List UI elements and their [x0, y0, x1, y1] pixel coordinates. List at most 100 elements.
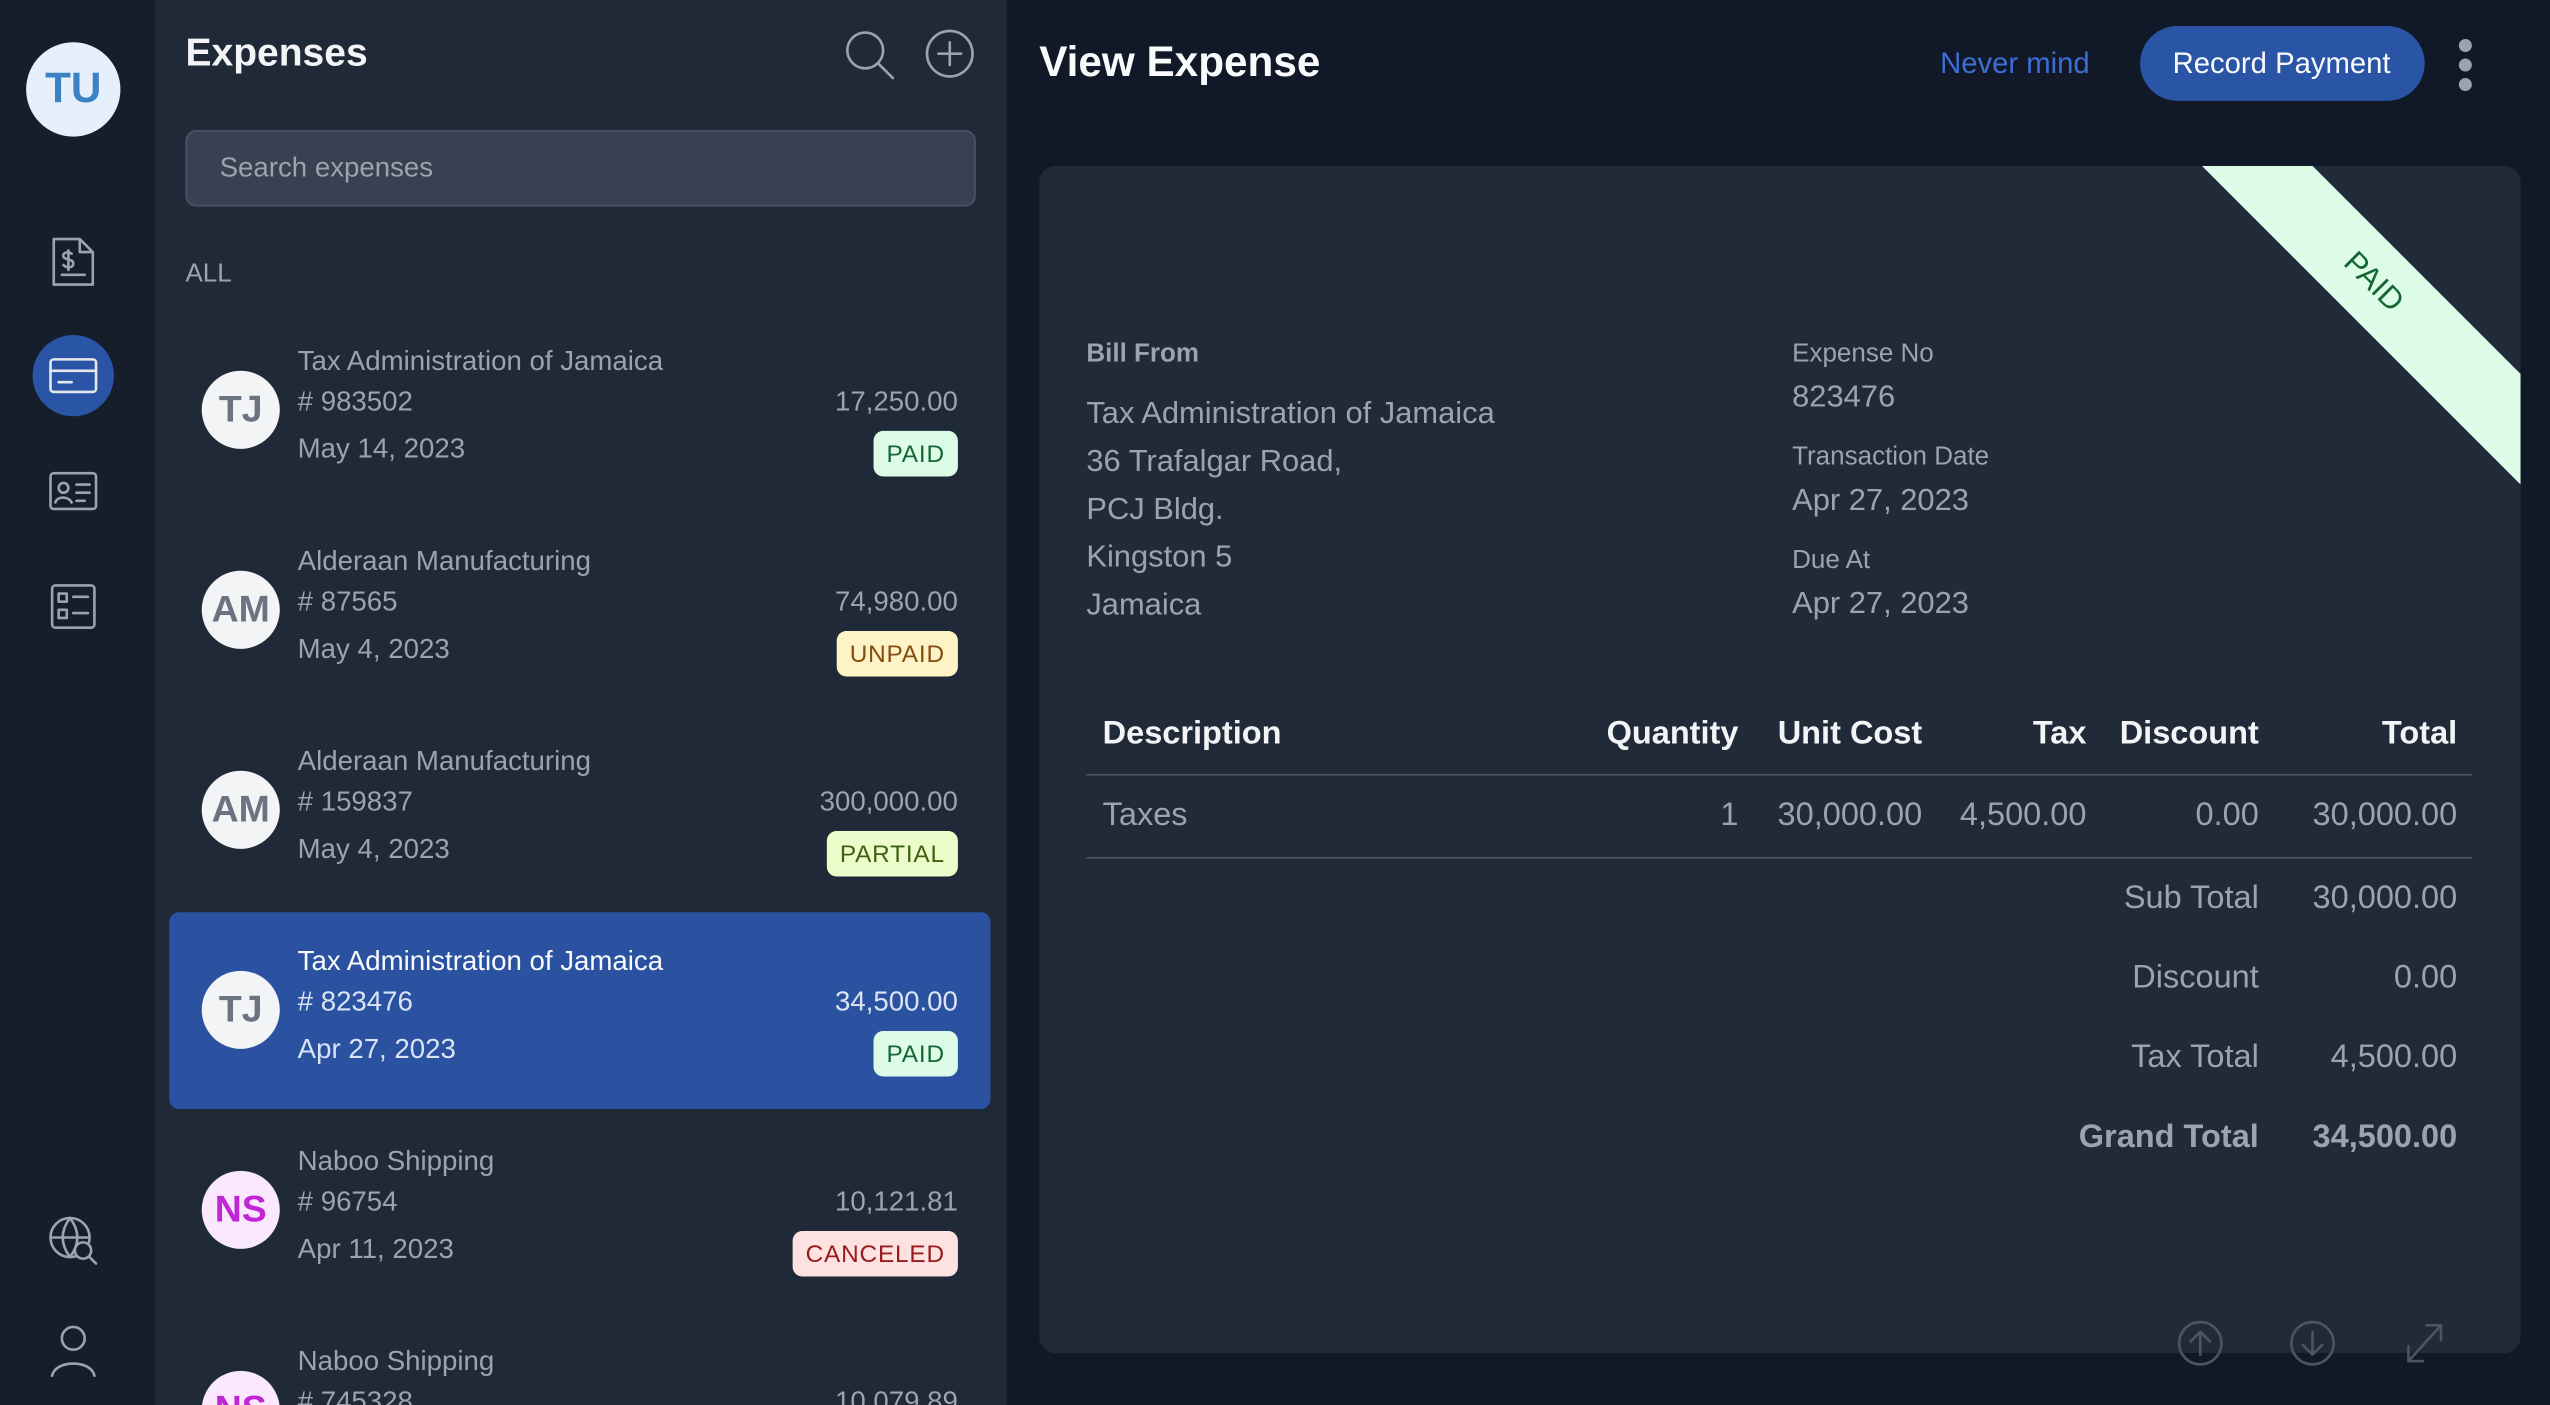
- list-panel: [154, 0, 1007, 1405]
- item-amount: 300,000.00: [820, 786, 958, 817]
- nav-rail: [0, 0, 155, 1405]
- detail-title: View Expense: [1039, 38, 1320, 85]
- item-number: # 983502: [298, 386, 413, 417]
- item-number: # 823476: [298, 986, 413, 1017]
- expense-item[interactable]: TJ Tax Administration of Jamaica # 823476 3…: [169, 912, 991, 1110]
- record-payment-button[interactable]: [2140, 26, 2425, 101]
- item-amount: 34,500.00: [835, 986, 958, 1017]
- meta-label: Expense No: [1792, 337, 1934, 367]
- more-menu[interactable]: [2458, 39, 2472, 92]
- table-cell: 1: [1720, 796, 1738, 832]
- bill-from-line: PCJ Bldg.: [1086, 491, 1223, 526]
- item-amount: 10,121.81: [835, 1186, 958, 1217]
- bill-from-label: Bill From: [1086, 337, 1199, 367]
- expense-item[interactable]: TJ Tax Administration of Jamaica # 983502 1…: [201, 345, 958, 477]
- status-label: UNPAID: [850, 641, 945, 668]
- nav-profile[interactable]: [50, 1325, 96, 1378]
- item-initials: TJ: [219, 987, 263, 1029]
- table-header: Tax: [2033, 715, 2087, 751]
- item-avatar: [201, 570, 280, 649]
- user-avatar[interactable]: [26, 42, 121, 137]
- nav-globe[interactable]: [49, 1216, 98, 1265]
- list-title: Expenses: [185, 32, 367, 75]
- status-label: PARTIAL: [840, 841, 945, 868]
- table-header: Quantity: [1607, 715, 1739, 751]
- expense-item[interactable]: NS Naboo Shipping # 745328 10,079.89: [202, 1345, 958, 1405]
- meta-label: Transaction Date: [1792, 441, 1989, 471]
- item-date: Apr 11, 2023: [298, 1233, 454, 1264]
- search-button[interactable]: [846, 31, 895, 80]
- meta-value: Apr 27, 2023: [1792, 482, 1969, 517]
- meta-value: 823476: [1792, 379, 1895, 414]
- item-name: Naboo Shipping: [298, 1345, 495, 1376]
- item-date: May 4, 2023: [298, 833, 450, 864]
- item-amount: 17,250.00: [835, 386, 958, 417]
- total-value: 34,500.00: [2313, 1118, 2458, 1154]
- item-initials: AM: [212, 787, 270, 829]
- item-avatar: [202, 1370, 280, 1405]
- status-label: PAID: [887, 441, 945, 468]
- item-number: # 745328: [298, 1386, 413, 1405]
- bill-from-line: Jamaica: [1086, 587, 1202, 622]
- table-cell: Taxes: [1103, 796, 1188, 832]
- item-amount: 10,079.89: [835, 1386, 958, 1405]
- item-number: # 96754: [298, 1186, 398, 1217]
- total-value: 30,000.00: [2313, 879, 2458, 915]
- item-name: Tax Administration of Jamaica: [298, 345, 664, 376]
- item-name: Tax Administration of Jamaica: [298, 945, 664, 976]
- add-button[interactable]: [925, 29, 974, 78]
- meta-value: Apr 27, 2023: [1792, 585, 1969, 620]
- status-label: CANCELED: [806, 1241, 945, 1268]
- item-avatar: [201, 970, 280, 1049]
- total-value: 0.00: [2394, 959, 2457, 995]
- bill-from-line: Tax Administration of Jamaica: [1086, 395, 1495, 430]
- item-initials: NS: [215, 1187, 267, 1229]
- table-header: Description: [1103, 715, 1282, 751]
- status-label: PAID: [887, 1041, 945, 1068]
- item-amount: 74,980.00: [835, 586, 958, 617]
- footer-actions: [2177, 1320, 2443, 1366]
- nav-invoices[interactable]: [52, 237, 95, 286]
- status-badge: [792, 1231, 958, 1277]
- status-badge: [873, 1030, 958, 1077]
- search-placeholder: Search expenses: [220, 151, 433, 182]
- cancel-button[interactable]: Never mind: [1940, 48, 2090, 80]
- search-input[interactable]: [185, 130, 976, 207]
- item-name: Naboo Shipping: [298, 1145, 495, 1176]
- item-name: Alderaan Manufacturing: [298, 745, 591, 776]
- bill-from-line: 36 Trafalgar Road,: [1086, 443, 1342, 478]
- expense-item[interactable]: NS Naboo Shipping # 96754 10,121.81 Apr 11, …: [201, 1145, 958, 1277]
- table-header: Discount: [2120, 715, 2259, 751]
- user-initials: TU: [45, 64, 101, 111]
- expense-item[interactable]: AM Alderaan Manufacturing # 159837 300,000.…: [201, 745, 958, 877]
- item-name: Alderaan Manufacturing: [298, 545, 591, 576]
- table-cell: 4,500.00: [1960, 796, 2087, 832]
- item-date: Apr 27, 2023: [298, 1033, 456, 1064]
- total-label: Sub Total: [2124, 879, 2259, 915]
- nav-expenses-active[interactable]: [32, 334, 114, 417]
- record-payment-label: Record Payment: [2173, 48, 2391, 80]
- nav-expenses-icon: [49, 358, 98, 394]
- item-date: May 14, 2023: [298, 433, 465, 464]
- item-avatar: [201, 770, 280, 849]
- item-date: May 4, 2023: [298, 633, 450, 664]
- bill-from-line: Kingston 5: [1086, 539, 1232, 574]
- table-cell: 0.00: [2196, 796, 2259, 832]
- total-label: Tax Total: [2131, 1038, 2259, 1074]
- expense-list: TJ Tax Administration of Jamaica # 983502 1…: [169, 345, 991, 1405]
- item-initials: AM: [212, 587, 270, 629]
- table-cell: 30,000.00: [1778, 796, 1923, 832]
- item-initials: NS: [215, 1387, 267, 1405]
- total-label: Grand Total: [2079, 1118, 2259, 1154]
- status-badge: [873, 430, 958, 477]
- nav-contacts[interactable]: [49, 471, 98, 511]
- detail-body: Tax Administration of Jamaica 36 Trafalga…: [1086, 337, 2472, 1154]
- nav-reports[interactable]: [50, 584, 96, 629]
- item-number: # 87565: [298, 586, 398, 617]
- item-avatar: [201, 1170, 280, 1249]
- total-label: Discount: [2132, 959, 2259, 995]
- expense-item[interactable]: AM Alderaan Manufacturing # 87565 74,980.00…: [201, 545, 958, 677]
- status-badge: [836, 630, 958, 677]
